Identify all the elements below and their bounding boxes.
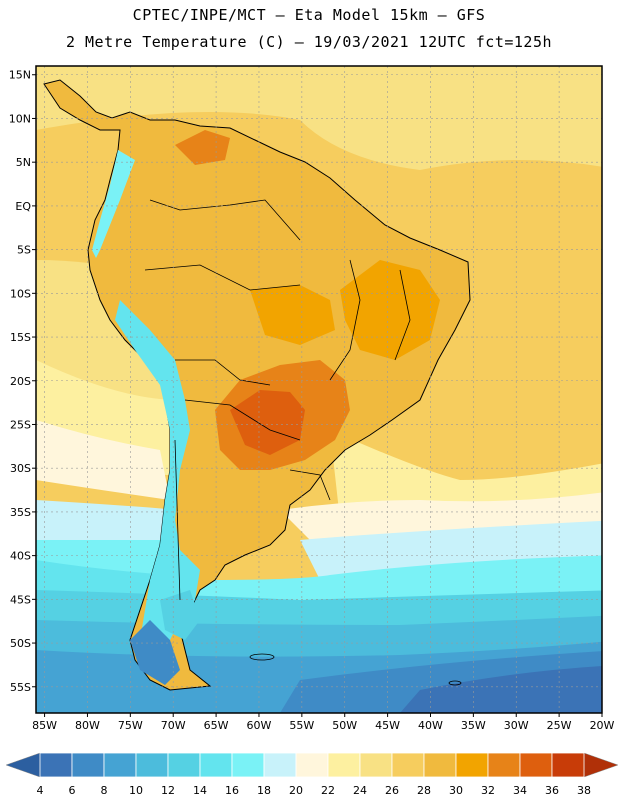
colorbar-swatch — [199, 752, 233, 778]
colorbar-swatch — [551, 752, 585, 778]
lon-tick-label: 60W — [247, 719, 272, 732]
lon-tick-label: 20W — [590, 719, 615, 732]
colorbar-level-label: 8 — [101, 784, 108, 797]
lat-tick-label: 50S — [10, 637, 31, 650]
map-frame — [35, 65, 603, 714]
lat-tick-label: 10N — [9, 112, 31, 125]
colorbar-level-label: 18 — [257, 784, 271, 797]
colorbar-arrow-low — [5, 752, 41, 778]
chart-title-line-1: CPTEC/INPE/MCT – Eta Model 15km – GFS — [132, 6, 486, 24]
colorbar-swatch — [455, 752, 489, 778]
colorbar-swatch — [135, 752, 169, 778]
lat-tick-label: 15N — [9, 69, 31, 82]
lat-tick-label: 35S — [10, 506, 31, 519]
colorbar-swatch — [327, 752, 361, 778]
colorbar-swatch — [71, 752, 105, 778]
colorbar-level-label: 32 — [481, 784, 495, 797]
colorbar-level-label: 38 — [577, 784, 591, 797]
colorbar-swatch — [487, 752, 521, 778]
lon-tick-label: 55W — [289, 719, 314, 732]
band-20-east — [300, 520, 602, 580]
border-bolivia — [175, 359, 271, 386]
band-24-east — [330, 430, 602, 520]
lat-tick-label: 30S — [10, 462, 31, 475]
lon-tick-label: 85W — [32, 719, 57, 732]
colorbar-level-label: 14 — [193, 784, 207, 797]
colorbar-swatch — [103, 752, 137, 778]
patagonia-cool — [160, 590, 200, 640]
lon-tick-label: 45W — [375, 719, 400, 732]
colorbar-swatch — [423, 752, 457, 778]
border-brazil-states-east — [394, 269, 411, 361]
band-26 — [36, 66, 602, 170]
lon-tick-label: 65W — [204, 719, 229, 732]
lon-tick-label: 30W — [504, 719, 529, 732]
hot-region-36 — [230, 390, 305, 455]
lon-tick-label: 25W — [547, 719, 572, 732]
colorbar-swatch — [359, 752, 393, 778]
lon-tick-label: 75W — [118, 719, 143, 732]
border-peru-brazil — [144, 264, 301, 291]
falkland-islands — [249, 653, 275, 661]
border-brazil-states — [329, 259, 361, 381]
colorbar-swatch — [263, 752, 297, 778]
lat-tick-label: EQ — [15, 200, 31, 213]
hot-region-32-east — [340, 260, 440, 360]
lat-tick-label: 55S — [10, 681, 31, 694]
south-georgia — [448, 680, 462, 686]
lat-tick-label: 15S — [10, 331, 31, 344]
colorbar-level-label: 6 — [69, 784, 76, 797]
lat-tick-label: 5N — [16, 156, 31, 169]
colorbar-level-label: 30 — [449, 784, 463, 797]
colorbar-level-label: 34 — [513, 784, 527, 797]
lon-tick-label: 70W — [161, 719, 186, 732]
colorbar-swatch — [167, 752, 201, 778]
lat-tick-label: 5S — [17, 244, 31, 257]
chart-title-line-2: 2 Metre Temperature (C) – 19/03/2021 12U… — [65, 33, 553, 51]
lon-tick-label: 35W — [461, 719, 486, 732]
lat-tick-label: 20S — [10, 375, 31, 388]
colorbar-swatch — [39, 752, 73, 778]
colorbar-level-label: 20 — [289, 784, 303, 797]
colorbar-swatch — [519, 752, 553, 778]
colorbar-level-label: 28 — [417, 784, 431, 797]
colorbar-level-label: 12 — [161, 784, 175, 797]
colorbar-level-label: 36 — [545, 784, 559, 797]
lat-tick-label: 10S — [10, 287, 31, 300]
colorbar-level-label: 4 — [37, 784, 44, 797]
lon-tick-label: 40W — [418, 719, 443, 732]
colorbar-level-label: 26 — [385, 784, 399, 797]
andes-north — [92, 150, 135, 258]
patagonia-cold — [130, 620, 180, 685]
colorbar-arrow-high — [583, 752, 618, 778]
band-22-west — [36, 420, 170, 500]
colorbar-level-label: 22 — [321, 784, 335, 797]
band-20-west — [36, 500, 190, 540]
colorbar-swatch — [391, 752, 425, 778]
colorbar-swatch — [295, 752, 329, 778]
band-6 — [400, 666, 602, 713]
lon-tick-label: 50W — [332, 719, 357, 732]
colorbar-level-label: 10 — [129, 784, 143, 797]
border-north — [149, 199, 301, 241]
border-paraguay — [184, 399, 301, 441]
border-chile-argentina — [174, 439, 181, 601]
colorbar-swatch — [231, 752, 265, 778]
lon-tick-label: 80W — [75, 719, 100, 732]
lat-tick-label: 40S — [10, 550, 31, 563]
colorbar-level-label: 24 — [353, 784, 367, 797]
border-uruguay — [289, 469, 331, 501]
hot-region-32 — [250, 285, 335, 345]
graticule — [36, 66, 603, 713]
band-16-west — [36, 560, 170, 600]
lat-tick-label: 45S — [10, 593, 31, 606]
lat-tick-label: 25S — [10, 418, 31, 431]
colorbar-level-label: 16 — [225, 784, 239, 797]
